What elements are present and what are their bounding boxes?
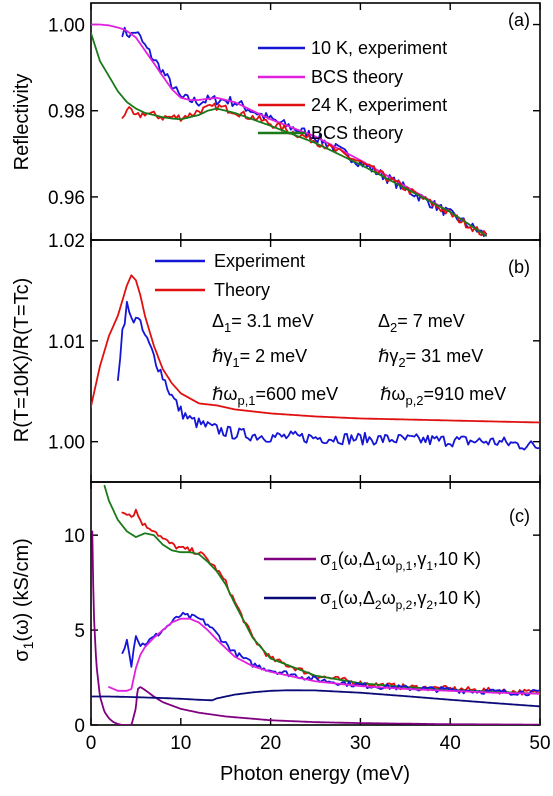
x-tick-label-1: 10 [170,733,191,754]
legend-b-label-1: Theory [214,280,270,300]
series-b-1 [91,274,540,424]
x-tick-label-5: 50 [529,733,550,754]
series-a-2 [121,102,488,237]
legend-a-label-2: 24 K, experiment [311,95,447,115]
delta2-annotation: Δ2= 7 meV [378,311,465,335]
gamma2-annotation: ℏγ2= 31 meV [378,346,483,370]
y-tick-label-a-1: 0.98 [48,102,85,123]
panel-b-legend: Experiment Theory [155,251,305,300]
y-tick-label-b-0: 1.00 [48,433,85,454]
panel-a: 0.96 0.98 1.00 (a) Reflectivity 10 K, expe… [11,2,541,241]
x-axis-ticks: 0 10 20 30 40 50 [86,733,551,754]
x-tick-label-4: 40 [440,733,461,754]
panel-c-ticks: 0 5 10 [64,482,541,737]
legend-b-label-0: Experiment [214,251,305,271]
y-tick-label-a-2: 1.00 [48,16,85,37]
y-tick-label-c-0: 0 [74,716,85,737]
panel-a-legend: 10 K, experiment BCS theory 24 K, experime… [258,38,447,143]
gamma1-annotation: ℏγ1= 2 meV [212,346,307,370]
panel-b: 1.00 1.01 1.02 (b) R(T=10K)/R(T=Tc) Experi… [11,231,541,483]
series-c-5 [91,689,540,708]
y-tick-label-c-1: 5 [74,621,85,642]
panel-c-label: (c) [509,506,530,526]
delta1-annotation: Δ1= 3.1 meV [212,311,314,335]
series-a-1 [91,23,488,237]
legend-c-label-1: σ1(ω,Δ1ωp,1,γ1,10 K) [320,549,481,573]
panel-c-ylabel: σ1(ω) (kS/cm) [11,538,36,662]
x-tick-label-2: 20 [260,733,281,754]
parameter-annotations: Δ1= 3.1 meV Δ2= 7 meV ℏγ1= 2 meV ℏγ2= 31… [212,311,506,408]
y-tick-label-b-1: 1.01 [48,332,85,353]
omega2-annotation: ℏωp,2=910 meV [380,384,506,408]
x-tick-label-0: 0 [86,733,97,754]
panel-b-ylabel: R(T=10K)/R(T=Tc) [11,278,33,442]
legend-a-label-3: BCS theory [311,123,403,143]
y-tick-label-a-0: 0.96 [48,188,85,209]
panel-a-ticks: 0.96 0.98 1.00 [48,3,541,240]
y-tick-label-b-2: 1.02 [48,231,85,252]
series-b-0 [117,300,540,451]
panel-b-ticks: 1.00 1.01 1.02 [48,231,541,482]
series-a-3 [91,32,488,237]
legend-a-label-0: 10 K, experiment [311,38,447,58]
panel-b-label: (b) [508,257,530,277]
panel-a-ylabel: Reflectivity [11,74,33,171]
panel-c: 0 5 10 (c) σ1(ω) (kS/cm) σ1(ω,Δ1ωp,1,γ1,10… [11,481,551,754]
x-tick-label-3: 30 [350,733,371,754]
y-tick-label-c-2: 10 [64,526,85,547]
x-axis-title: Photon energy (meV) [220,763,410,785]
panel-a-label: (a) [508,10,530,30]
series-c-4 [91,530,540,725]
panel-c-series [91,484,540,725]
omega1-annotation: ℏωp,1=600 meV [212,384,338,408]
panel-c-legend: σ1(ω,Δ1ωp,1,γ1,10 K) σ1(ω,Δ2ωp,2,γ2,10 K… [264,549,481,612]
legend-a-label-1: BCS theory [311,67,403,87]
panel-c-frame [90,481,541,726]
series-c-3 [108,617,540,695]
legend-c-label-2: σ1(ω,Δ2ωp,2,γ2,10 K) [320,588,481,612]
panel-b-series [91,274,540,451]
